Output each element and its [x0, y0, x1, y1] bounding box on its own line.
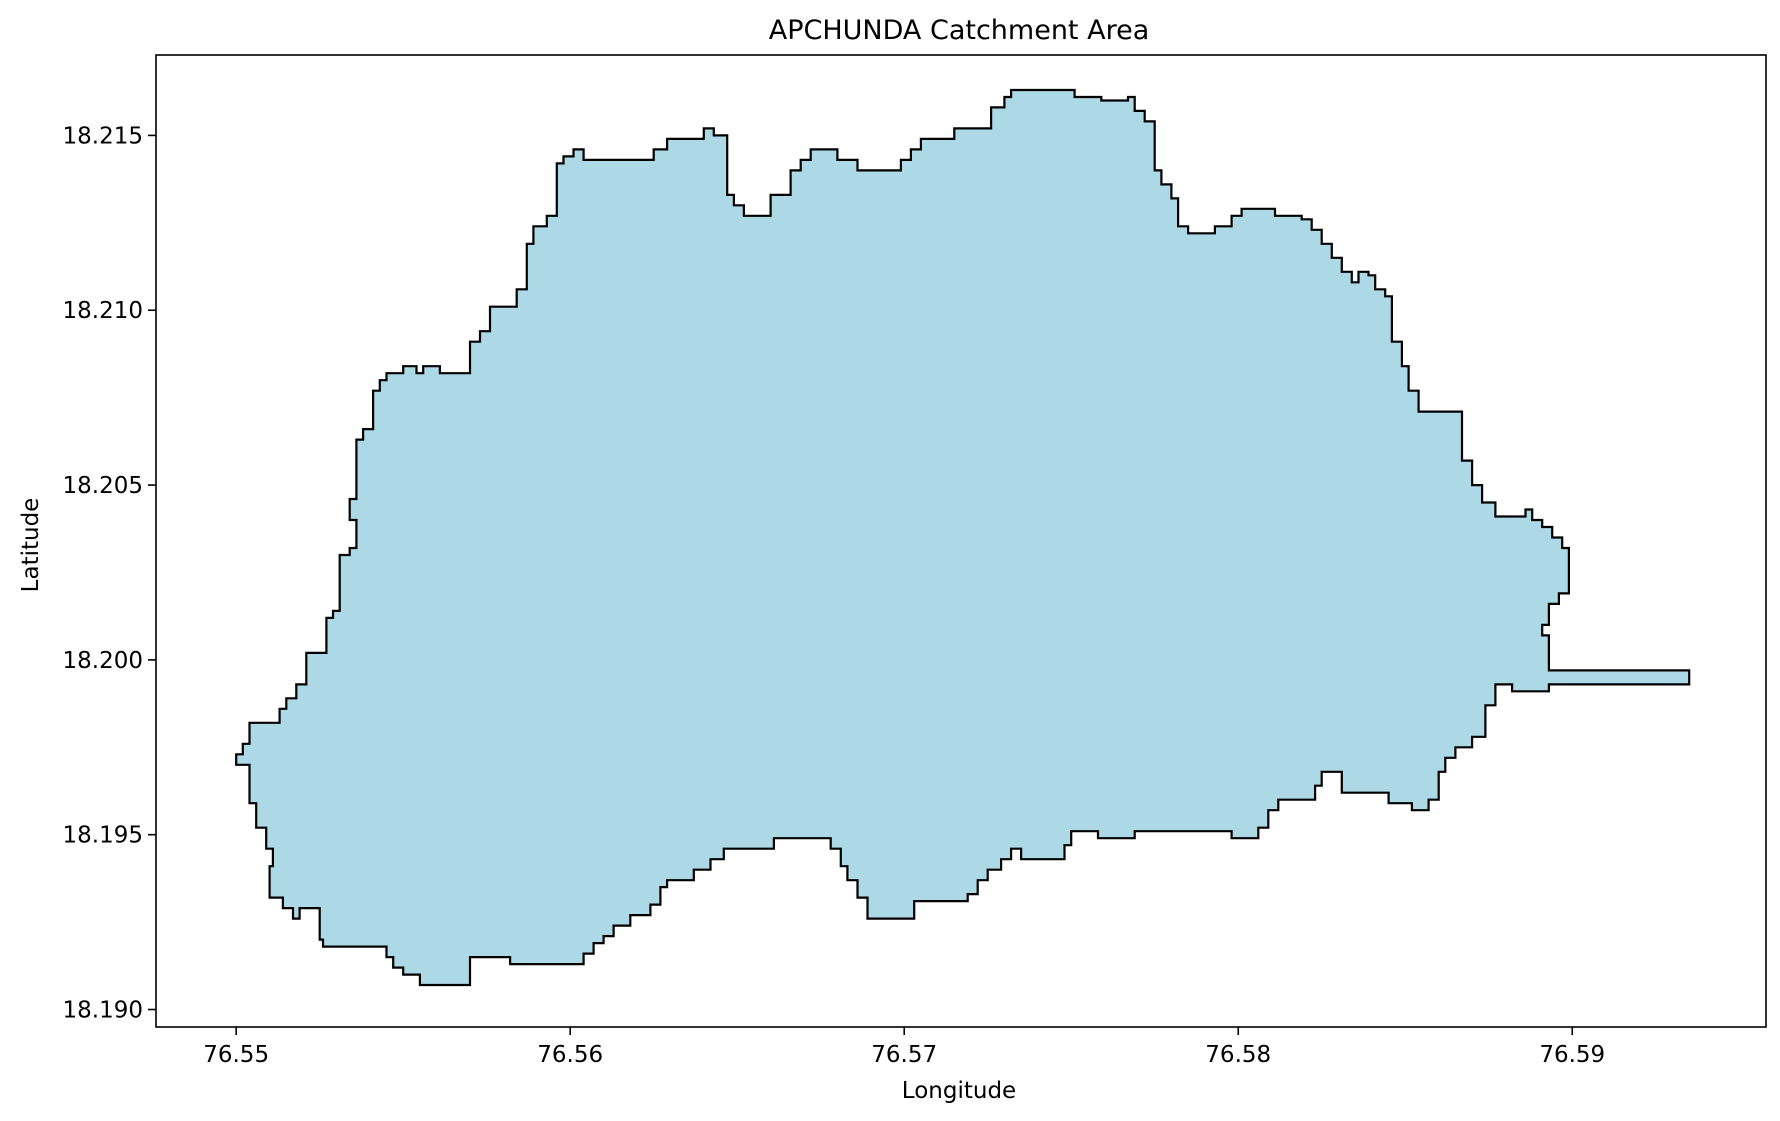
y-tick-label-5: 18.215 [63, 123, 143, 149]
y-tick-label-2: 18.200 [63, 648, 143, 674]
x-tick-label-1: 76.56 [537, 1042, 603, 1068]
x-axis-label: Longitude [902, 1078, 1016, 1104]
catchment-polygon [235, 88, 1691, 987]
x-tick-label-3: 76.58 [1205, 1042, 1271, 1068]
plot-area [155, 54, 1767, 1028]
x-tick-label-0: 76.55 [203, 1042, 269, 1068]
y-tick-label-0: 18.190 [63, 998, 143, 1024]
y-tick-label-1: 18.195 [63, 823, 143, 849]
x-axis-ticks: 76.55 76.56 76.57 76.58 76.59 [203, 1027, 1605, 1068]
axes-frame [155, 54, 1767, 1028]
x-tick-label-2: 76.57 [871, 1042, 937, 1068]
y-tick-label-3: 18.205 [63, 473, 143, 499]
y-tick-label-4: 18.210 [63, 298, 143, 324]
catchment-layer [235, 88, 1691, 987]
x-tick-label-4: 76.59 [1539, 1042, 1605, 1068]
y-axis-ticks: 18.190 18.195 18.200 18.205 18.210 18.215 [63, 123, 156, 1024]
y-axis-label: Latitude [18, 498, 44, 593]
chart-title: APCHUNDA Catchment Area [769, 15, 1150, 46]
